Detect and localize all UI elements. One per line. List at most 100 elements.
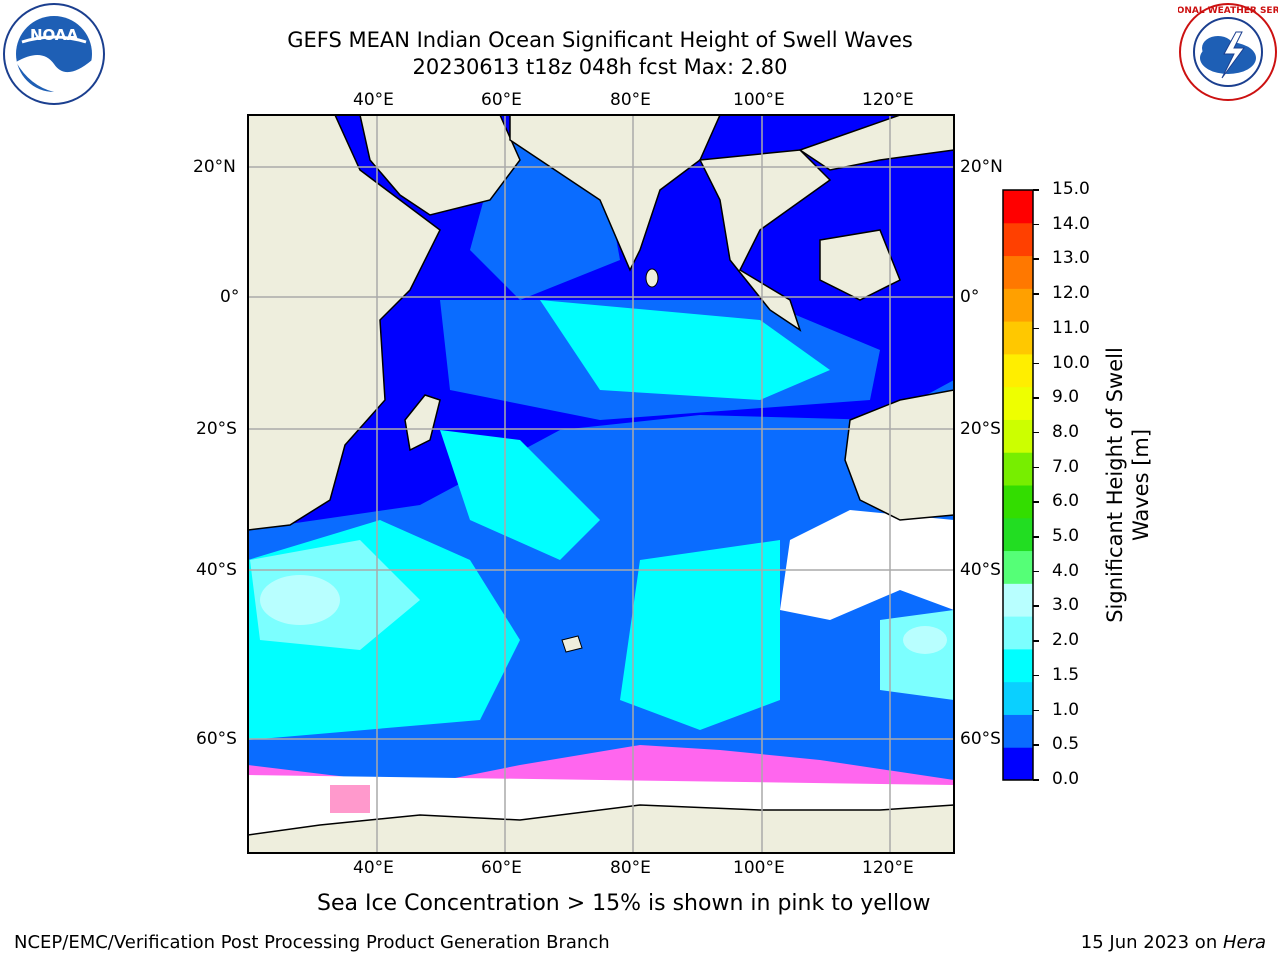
title-line-1: GEFS MEAN Indian Ocean Significant Heigh… bbox=[287, 28, 913, 52]
land-borneo bbox=[819, 229, 901, 301]
lon-tick-bottom-2: 60°E bbox=[481, 858, 522, 878]
lat-tick-left-2: 0° bbox=[220, 287, 240, 307]
colorbar-tick-label: 10.0 bbox=[1052, 352, 1090, 373]
colorbar-segment bbox=[1003, 648, 1033, 683]
colorbar-tick-label: 0.5 bbox=[1052, 734, 1080, 755]
swell-band-3-0-east bbox=[903, 626, 947, 654]
graticule bbox=[248, 115, 954, 853]
land-madagascar bbox=[404, 394, 441, 452]
colorbar-tick-label: 8.0 bbox=[1052, 421, 1080, 442]
colorbar-label-line2: Waves [m] bbox=[1129, 428, 1153, 542]
colorbar-segment bbox=[1003, 353, 1033, 388]
lat-tick-left-3: 20°S bbox=[196, 419, 237, 439]
lat-tick-right-1: 20°N bbox=[960, 157, 1003, 177]
nws-ring-text: NATIONAL WEATHER SERVICE bbox=[1178, 6, 1278, 16]
colorbar-tick-label: 2.0 bbox=[1052, 630, 1080, 651]
lon-tick-top-5: 120°E bbox=[862, 90, 914, 110]
colorbar-tick-mark bbox=[1033, 223, 1039, 226]
lon-tick-top-2: 60°E bbox=[481, 90, 522, 110]
lon-tick-bottom-3: 80°E bbox=[610, 858, 651, 878]
colorbar-segment bbox=[1003, 222, 1033, 257]
colorbar-segment bbox=[1003, 616, 1033, 650]
colorbar-tick-mark bbox=[1033, 362, 1039, 365]
colorbar-tick-mark bbox=[1033, 779, 1039, 781]
colorbar-tick-label: 15.0 bbox=[1052, 179, 1090, 199]
colorbar-segment bbox=[1003, 681, 1033, 715]
colorbar-tick-label: 0.0 bbox=[1052, 769, 1080, 789]
sea-ice-note: Sea Ice Concentration > 15% is shown in … bbox=[317, 891, 931, 916]
colorbar-segment bbox=[1003, 452, 1033, 486]
footer-date: 15 Jun 2023 on bbox=[1080, 932, 1223, 953]
colorbar-tick-mark bbox=[1033, 431, 1039, 434]
colorbar-segment bbox=[1003, 714, 1033, 748]
lat-tick-left-4: 40°S bbox=[196, 560, 237, 580]
colorbar-tick-label: 7.0 bbox=[1052, 456, 1080, 477]
colorbar-segment bbox=[1003, 550, 1033, 584]
colorbar-segment bbox=[1003, 255, 1033, 289]
noaa-logo: NOAA bbox=[3, 3, 105, 105]
colorbar-label-line1: Significant Height of Swell bbox=[1103, 347, 1127, 623]
colorbar-tick-mark bbox=[1033, 709, 1039, 712]
colorbar-tick-label: 11.0 bbox=[1052, 317, 1090, 338]
colorbar-tick-mark bbox=[1033, 327, 1039, 330]
colorbar-tick-label: 9.0 bbox=[1052, 387, 1080, 408]
lon-tick-bottom-5: 120°E bbox=[862, 858, 914, 878]
land-africa bbox=[248, 115, 441, 531]
colorbar-tick-mark bbox=[1033, 640, 1039, 642]
colorbar-tick-mark bbox=[1033, 744, 1039, 746]
land-sri-lanka bbox=[645, 268, 659, 288]
title-line-2: 20230613 t18z 048h fcst Max: 2.80 bbox=[412, 55, 788, 79]
nws-logo: NATIONAL WEATHER SERVICE bbox=[1178, 3, 1278, 101]
swell-band-1-5-mid bbox=[440, 430, 600, 560]
colorbar-tick-mark bbox=[1033, 189, 1039, 191]
colorbar-segment bbox=[1003, 190, 1033, 224]
colorbar-segment bbox=[1003, 517, 1033, 552]
colorbar-tick-mark bbox=[1033, 293, 1039, 295]
colorbar-segment bbox=[1003, 386, 1033, 420]
colorbar-segment bbox=[1003, 288, 1033, 322]
lat-tick-right-5: 60°S bbox=[960, 729, 1001, 749]
nodata-patch bbox=[780, 510, 954, 620]
colorbar-tick-mark bbox=[1033, 258, 1039, 260]
land-arabia bbox=[359, 115, 521, 216]
colorbar-segment bbox=[1003, 583, 1033, 617]
noaa-logo-text: NOAA bbox=[30, 26, 79, 44]
swell-band-3-0 bbox=[260, 575, 340, 625]
swell-band-2-0-east bbox=[880, 610, 954, 700]
colorbar-tick-mark bbox=[1033, 605, 1039, 607]
colorbar-tick-label: 1.5 bbox=[1052, 664, 1080, 685]
sea-ice-patch bbox=[330, 785, 370, 813]
footer-right: 15 Jun 2023 on Hera bbox=[1081, 932, 1266, 953]
colorbar-tick-label: 4.0 bbox=[1052, 560, 1080, 581]
land-se-asia bbox=[698, 149, 832, 332]
colorbar-tick-mark bbox=[1033, 397, 1039, 399]
colorbar-tick-mark bbox=[1033, 536, 1039, 538]
colorbar-tick-label: 3.0 bbox=[1052, 595, 1080, 616]
lon-tick-top-1: 40°E bbox=[353, 90, 394, 110]
colorbar-tick-mark bbox=[1033, 466, 1039, 469]
footer-left: NCEP/EMC/Verification Post Processing Pr… bbox=[14, 932, 610, 953]
colorbar-tick-label: 13.0 bbox=[1052, 248, 1090, 269]
colorbar-tick-mark bbox=[1033, 674, 1039, 677]
lon-tick-bottom-1: 40°E bbox=[353, 858, 394, 878]
land-australia bbox=[844, 389, 954, 521]
lat-tick-right-2: 0° bbox=[960, 287, 980, 307]
lon-tick-top-4: 100°E bbox=[733, 90, 785, 110]
swell-band-1-5-central bbox=[540, 300, 830, 400]
colorbar-segment bbox=[1003, 321, 1033, 355]
land-china bbox=[798, 115, 954, 171]
colorbar-tick-label: 14.0 bbox=[1052, 213, 1090, 234]
lon-tick-bottom-4: 100°E bbox=[733, 858, 785, 878]
lon-tick-top-3: 80°E bbox=[610, 90, 651, 110]
colorbar-tick-label: 12.0 bbox=[1052, 283, 1090, 304]
colorbar-segment bbox=[1003, 747, 1033, 781]
land-kerguelen bbox=[561, 635, 583, 653]
swell-band-1-5-south bbox=[620, 540, 780, 730]
colorbar-tick-mark bbox=[1033, 570, 1039, 573]
colorbar-tick-mark bbox=[1033, 501, 1039, 503]
lat-tick-left-1: 20°N bbox=[193, 157, 236, 177]
colorbar-segment bbox=[1003, 485, 1033, 519]
lat-tick-right-3: 20°S bbox=[960, 419, 1001, 439]
colorbar bbox=[1002, 189, 1034, 781]
colorbar-tick-label: 1.0 bbox=[1052, 699, 1080, 720]
